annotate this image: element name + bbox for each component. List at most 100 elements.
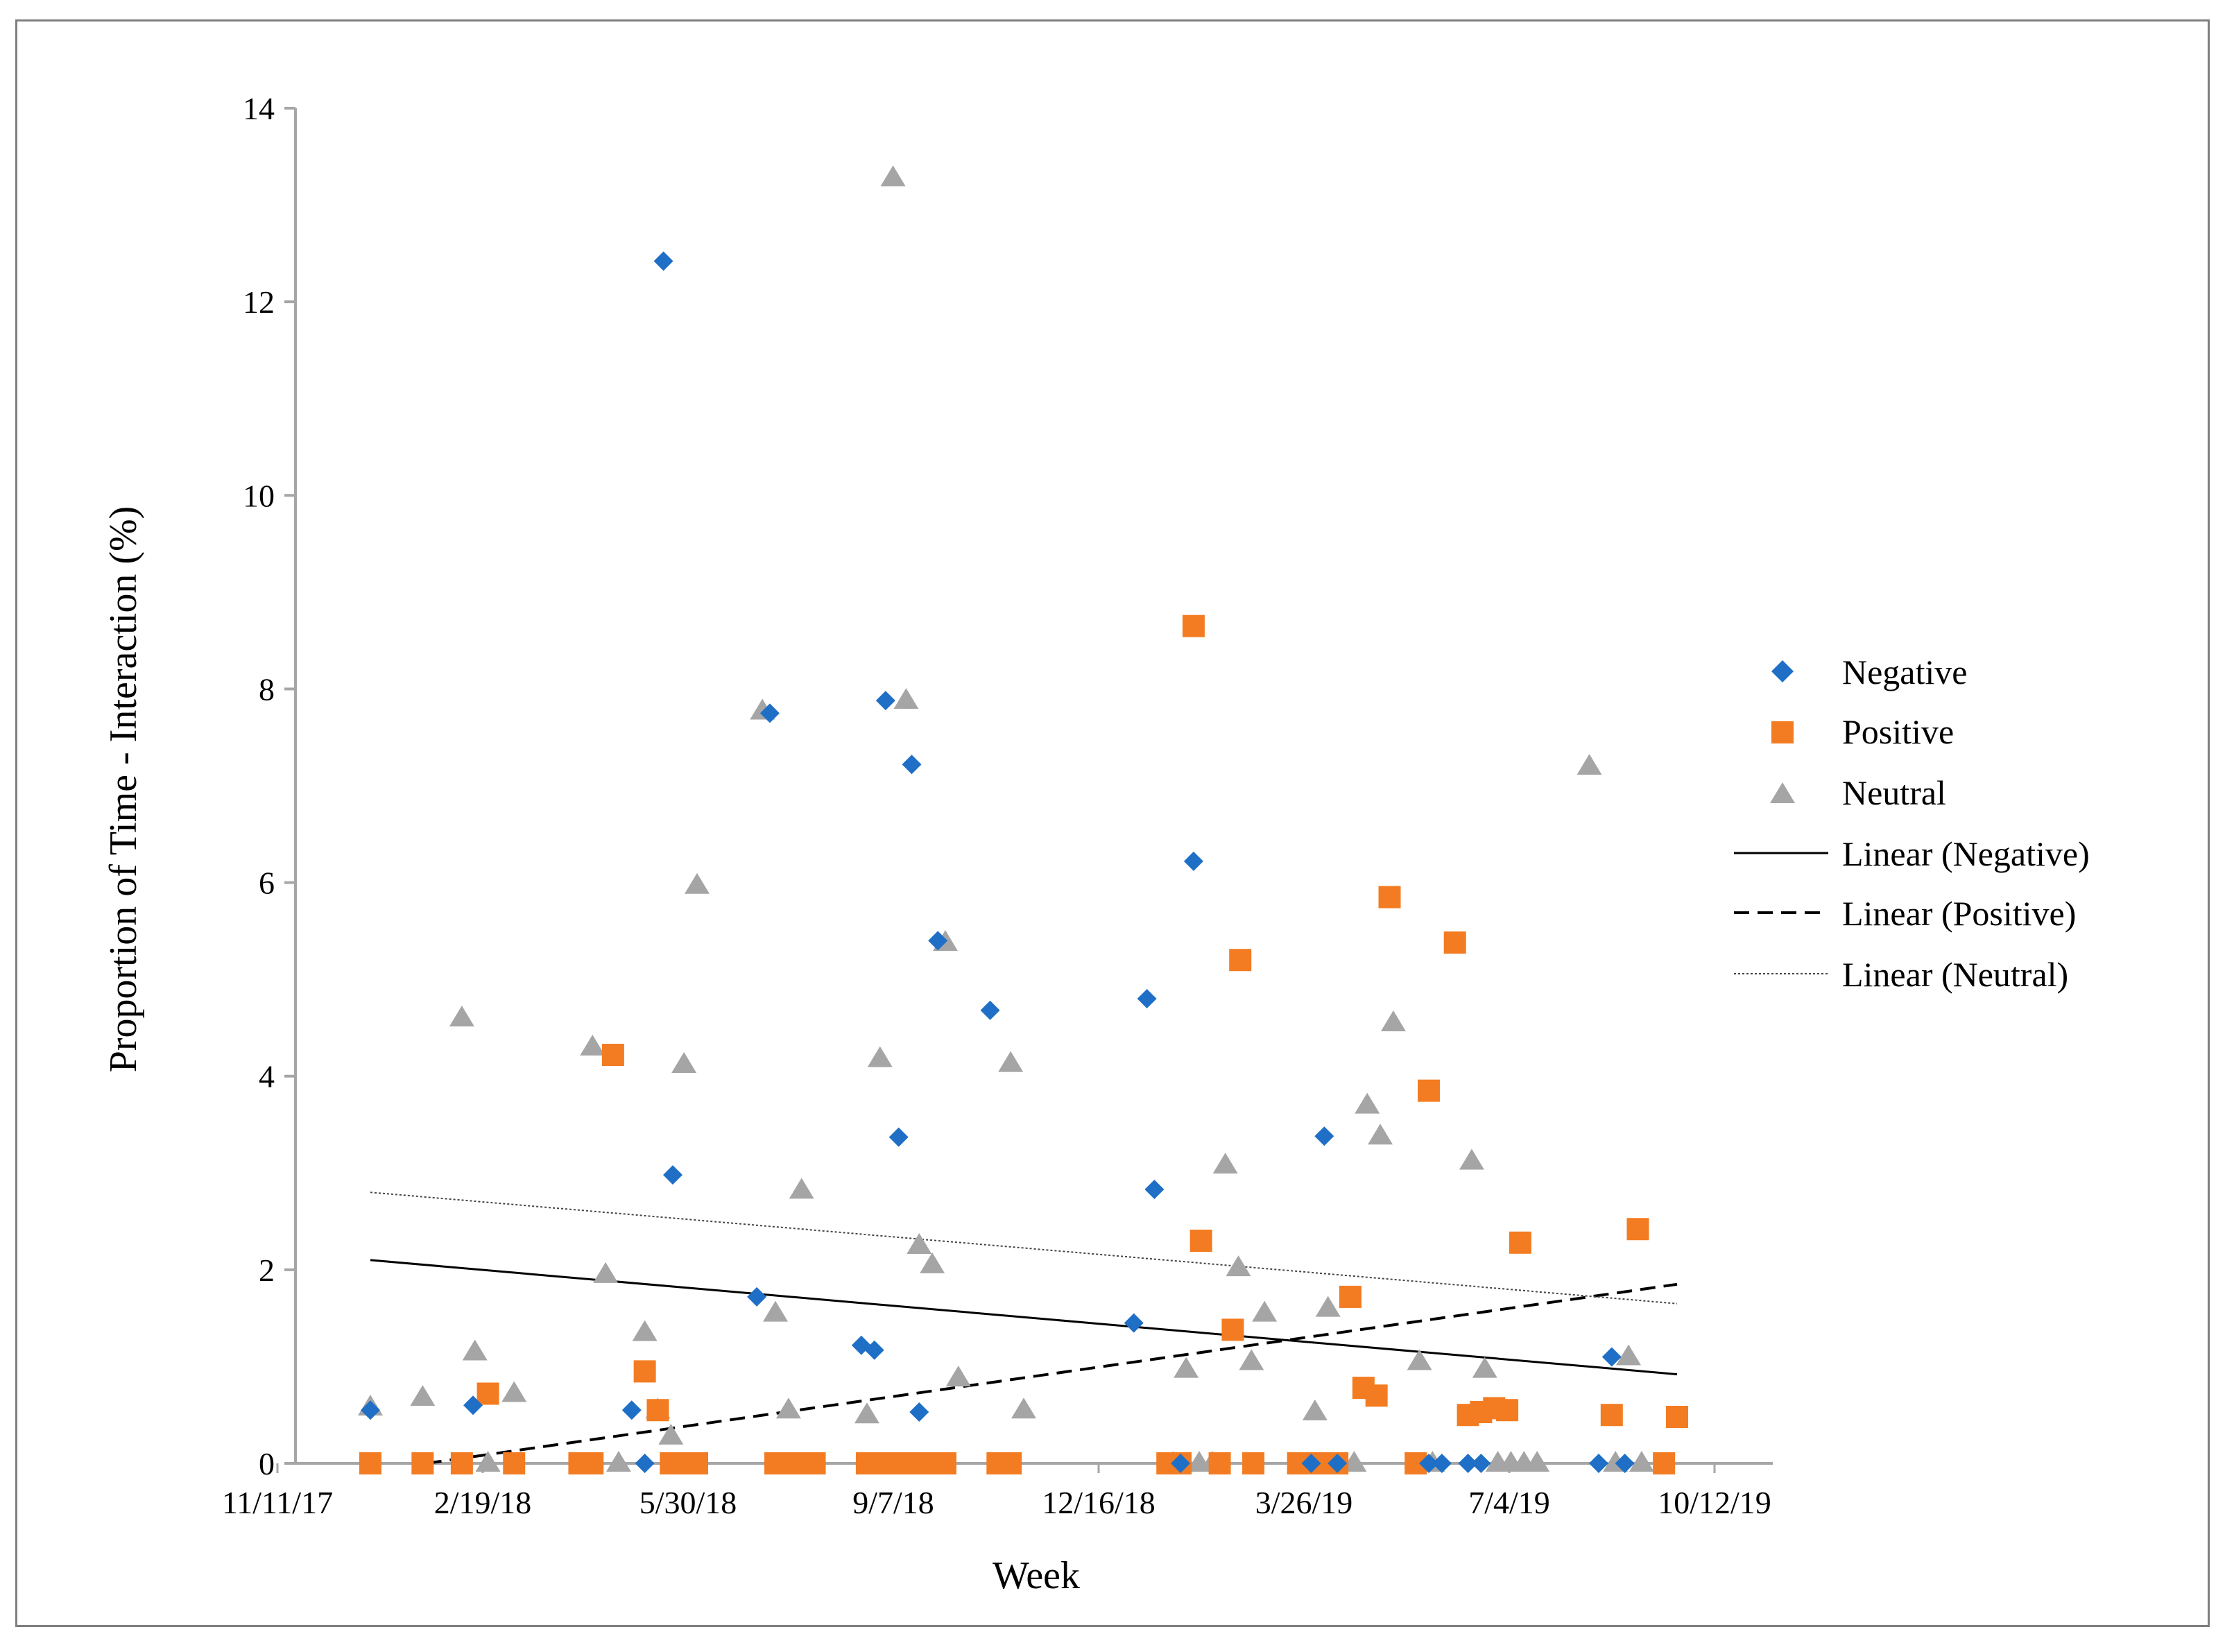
- positive-point: [1229, 949, 1252, 972]
- neutral-point: [410, 1385, 436, 1406]
- positive-point: [1666, 1406, 1688, 1429]
- legend-positive-marker: [1771, 721, 1794, 743]
- neutral-point: [880, 165, 906, 187]
- x-tick-label: 2/19/18: [434, 1485, 532, 1520]
- y-tick-label: 10: [243, 478, 275, 513]
- positive-point: [450, 1452, 473, 1474]
- legend-negative-marker: [1771, 660, 1794, 682]
- neutral-point: [685, 872, 710, 894]
- neutral-point: [789, 1178, 814, 1199]
- neutral-point: [1577, 754, 1602, 775]
- negative-point: [909, 1402, 929, 1422]
- neutral-point: [998, 1051, 1024, 1072]
- negative-point: [653, 251, 673, 271]
- positive-point: [1365, 1384, 1388, 1407]
- positive-point: [1221, 1318, 1244, 1341]
- neutral-point: [1616, 1344, 1642, 1366]
- positive-point: [1189, 1229, 1212, 1252]
- negative-point: [1301, 1454, 1321, 1473]
- legend-positive-label: Positive: [1842, 712, 1954, 751]
- positive-point: [1182, 614, 1205, 637]
- positive-point: [1600, 1404, 1623, 1427]
- x-tick-label: 11/11/17: [222, 1485, 333, 1520]
- neutral-point: [1212, 1153, 1238, 1174]
- neutral-point: [1355, 1092, 1380, 1114]
- neutral-point: [1302, 1400, 1328, 1421]
- x-tick-label: 9/7/18: [852, 1485, 934, 1520]
- x-tick-label: 7/4/19: [1468, 1485, 1550, 1520]
- negative-point: [1458, 1454, 1478, 1473]
- negative-point: [1171, 1454, 1191, 1473]
- negative-point: [902, 755, 922, 775]
- neutral-point: [449, 1005, 474, 1026]
- positive-point: [476, 1382, 499, 1405]
- data-points: [358, 165, 1688, 1474]
- neutral-point: [1380, 1010, 1406, 1031]
- neutral-point: [1315, 1296, 1341, 1317]
- positive-point: [1496, 1399, 1519, 1422]
- neutral-point: [462, 1339, 488, 1361]
- neutral-point: [945, 1366, 971, 1387]
- neutral-point: [1011, 1397, 1036, 1419]
- neutral-point: [475, 1451, 501, 1472]
- negative-point: [463, 1395, 483, 1416]
- positive-point: [646, 1399, 669, 1422]
- x-tick-label: 10/12/19: [1658, 1485, 1771, 1520]
- neutral-point: [1407, 1349, 1432, 1370]
- neutral-point: [1252, 1300, 1278, 1322]
- trendline-linear-neutral: [370, 1191, 1678, 1305]
- neutral-point: [854, 1402, 879, 1424]
- neutral-point: [1239, 1349, 1264, 1370]
- x-tick-label: 12/16/18: [1042, 1485, 1156, 1520]
- negative-point: [621, 1400, 642, 1420]
- negative-point: [1601, 1347, 1622, 1367]
- neutral-point: [1174, 1357, 1199, 1378]
- negative-point: [361, 1400, 380, 1420]
- positive-point: [1418, 1079, 1441, 1102]
- positive-point: [601, 1044, 624, 1067]
- positive-point: [1653, 1452, 1676, 1474]
- neutral-point: [775, 1397, 801, 1419]
- legend-linear-neutral-label: Linear (Neutral): [1842, 955, 2068, 994]
- positive-point: [1443, 931, 1466, 954]
- neutral-point: [632, 1320, 658, 1341]
- negative-point: [1137, 989, 1157, 1009]
- positive-point: [503, 1452, 526, 1474]
- negative-point: [1314, 1126, 1334, 1146]
- negative-point: [864, 1340, 884, 1360]
- neutral-point: [658, 1423, 684, 1445]
- neutral-point: [1524, 1451, 1550, 1472]
- y-axis-title: Proportion of Time - Interaction (%): [102, 506, 145, 1073]
- negative-point: [1432, 1454, 1452, 1473]
- legend-neutral-label: Neutral: [1842, 773, 1946, 812]
- positive-point: [1378, 886, 1401, 909]
- neutral-point: [763, 1300, 789, 1322]
- x-axis-title: Week: [993, 1554, 1080, 1597]
- neutral-point: [671, 1051, 697, 1073]
- negative-point: [1144, 1180, 1165, 1200]
- tick-labels: 0 2 4 6 8 10 12 14 11/11/17 2/19/18 5/30/18 9/7/18 1…: [222, 91, 1771, 1520]
- negative-point: [635, 1454, 655, 1473]
- legend-linear-negative-label: Linear (Negative): [1842, 834, 2090, 873]
- positive-point: [1509, 1231, 1531, 1254]
- negative-point: [1615, 1454, 1635, 1473]
- negative-point: [875, 691, 895, 711]
- neutral-point: [605, 1451, 631, 1472]
- legend-linear-positive-label: Linear (Positive): [1842, 894, 2076, 933]
- negative-point: [1328, 1454, 1348, 1473]
- neutral-point: [920, 1252, 945, 1273]
- negative-point: [1183, 851, 1203, 871]
- negative-point: [928, 931, 948, 951]
- negative-point: [1124, 1313, 1144, 1333]
- x-tick-label: 5/30/18: [639, 1485, 737, 1520]
- positive-point: [1626, 1218, 1649, 1241]
- positive-point: [686, 1452, 708, 1474]
- trendlines: [370, 1191, 1678, 1465]
- positive-point: [1242, 1452, 1265, 1474]
- neutral-point: [867, 1046, 893, 1067]
- negative-point: [663, 1165, 683, 1185]
- chart-frame: [15, 19, 2210, 1627]
- axes: [294, 108, 1773, 1465]
- negative-point: [759, 703, 780, 723]
